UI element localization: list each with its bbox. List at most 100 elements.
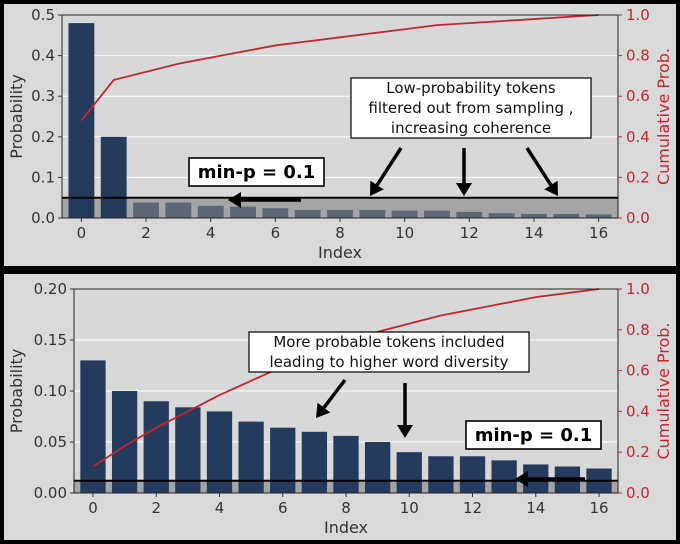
y-right-tick-label: 1.0	[626, 280, 650, 298]
annotation-arrow-1-head	[456, 183, 472, 196]
x-tick-label: 2	[141, 224, 151, 242]
bar-2	[133, 202, 159, 218]
bar-6	[270, 427, 296, 493]
x-tick-label: 4	[206, 224, 216, 242]
x-tick-label: 16	[589, 224, 608, 242]
y-tick-label: 0.2	[31, 128, 55, 146]
x-tick-label: 16	[589, 499, 608, 517]
y-right-axis-label: Cumulative Prob.	[654, 48, 673, 185]
y-right-tick-label: 0.0	[626, 484, 650, 502]
bar-13	[488, 213, 515, 218]
y-tick-label: 0.10	[34, 382, 67, 400]
y-axis-label: Probability	[7, 74, 26, 159]
y-tick-label: 0.3	[31, 87, 55, 105]
left-arrow-head	[228, 192, 241, 208]
x-tick-label: 12	[463, 499, 482, 517]
bar-10	[391, 210, 418, 218]
bar-0	[80, 360, 106, 493]
bar-4	[197, 205, 224, 218]
y-right-tick-label: 0.0	[626, 209, 650, 227]
minp-label: min-p = 0.1	[198, 162, 316, 183]
annotation-line: filtered out from sampling ,	[368, 99, 573, 117]
y-right-axis-label: Cumulative Prob.	[654, 322, 673, 459]
bar-9	[364, 442, 391, 493]
bar-0	[68, 23, 95, 219]
x-tick-label: 6	[278, 499, 288, 517]
y-right-tick-label: 0.4	[626, 128, 650, 146]
x-tick-label: 10	[400, 499, 419, 517]
y-right-tick-label: 0.6	[626, 87, 650, 105]
y-right-tick-label: 0.8	[626, 47, 650, 65]
y-tick-label: 0.0	[31, 209, 55, 227]
y-right-tick-label: 0.2	[626, 443, 650, 461]
y-right-tick-label: 0.2	[626, 168, 650, 186]
y-tick-label: 0.20	[34, 280, 67, 298]
x-axis-label: Index	[324, 518, 368, 537]
y-right-tick-label: 1.0	[626, 6, 650, 24]
bar-1	[100, 136, 127, 218]
y-tick-label: 0.05	[34, 433, 67, 451]
y-right-tick-label: 0.6	[626, 362, 650, 380]
bar-15	[553, 213, 580, 218]
y-axis-label: Probability	[7, 349, 26, 434]
bar-8	[327, 209, 353, 218]
annotation-arrow-0-head	[316, 402, 331, 418]
annotation-box	[350, 77, 592, 139]
minp-box	[465, 420, 602, 450]
x-tick-label: 12	[460, 224, 479, 242]
annotation-line: More probable tokens included	[273, 333, 504, 351]
bar-1	[111, 391, 138, 493]
annotation-arrow-2-shaft	[525, 147, 553, 187]
bar-9	[359, 209, 386, 218]
bar-14	[521, 213, 547, 218]
annotation-line: increasing coherence	[391, 119, 551, 137]
y-right-tick-label: 0.8	[626, 321, 650, 339]
bar-11	[424, 210, 450, 218]
annotation-arrow-0-shaft	[322, 378, 347, 409]
bar-3	[175, 407, 201, 493]
y-tick-label: 0.5	[31, 6, 55, 24]
annotation-arrow-0-shaft	[375, 147, 403, 187]
minp-box	[188, 157, 325, 187]
x-tick-label: 8	[335, 224, 345, 242]
x-tick-label: 0	[88, 499, 98, 517]
y-tick-label: 0.4	[31, 47, 55, 65]
annotation-arrow-0-head	[370, 180, 384, 196]
y-right-tick-label: 0.4	[626, 402, 650, 420]
cumulative-line	[80, 14, 599, 122]
x-tick-label: 0	[77, 224, 87, 242]
y-tick-label: 0.00	[34, 484, 67, 502]
y-tick-label: 0.1	[31, 168, 55, 186]
bar-11	[428, 456, 454, 493]
bar-10	[396, 452, 422, 493]
bar-5	[238, 421, 264, 493]
bar-16	[585, 214, 612, 218]
bar-12	[459, 456, 486, 493]
bar-7	[294, 209, 321, 218]
bar-2	[143, 401, 169, 493]
annotation-line: leading to higher word diversity	[269, 353, 508, 371]
bar-7	[301, 431, 328, 493]
bar-12	[456, 211, 483, 218]
bar-6	[262, 208, 289, 218]
x-tick-label: 10	[395, 224, 414, 242]
bar-5	[230, 206, 256, 218]
bar-3	[165, 202, 192, 218]
y-tick-label: 0.15	[34, 331, 67, 349]
annotation-arrow-1-head	[397, 425, 413, 438]
x-tick-label: 14	[526, 499, 545, 517]
x-tick-label: 2	[151, 499, 161, 517]
annotation-line: Low-probability tokens	[386, 79, 556, 97]
annotation-arrow-2-head	[544, 180, 558, 196]
x-tick-label: 6	[271, 224, 281, 242]
x-tick-label: 4	[215, 499, 225, 517]
minp-label: min-p = 0.1	[475, 425, 593, 446]
top-panel: 0.0 0.1 0.2 0.3 0.4 0.5 0.0 0.2 0.4 0.6 0.8 1.0 0 2 4 6…	[4, 4, 676, 266]
x-tick-label: 14	[524, 224, 543, 242]
bottom-panel: 0.00 0.05 0.10 0.15 0.20 0.0 0.2 0.4 0.6 0.8 1.0 0 2…	[4, 274, 676, 540]
bar-13	[491, 460, 517, 493]
left-arrow-head	[515, 471, 528, 487]
annotation-box	[248, 331, 530, 373]
x-tick-label: 8	[341, 499, 351, 517]
x-axis-label: Index	[318, 243, 362, 262]
